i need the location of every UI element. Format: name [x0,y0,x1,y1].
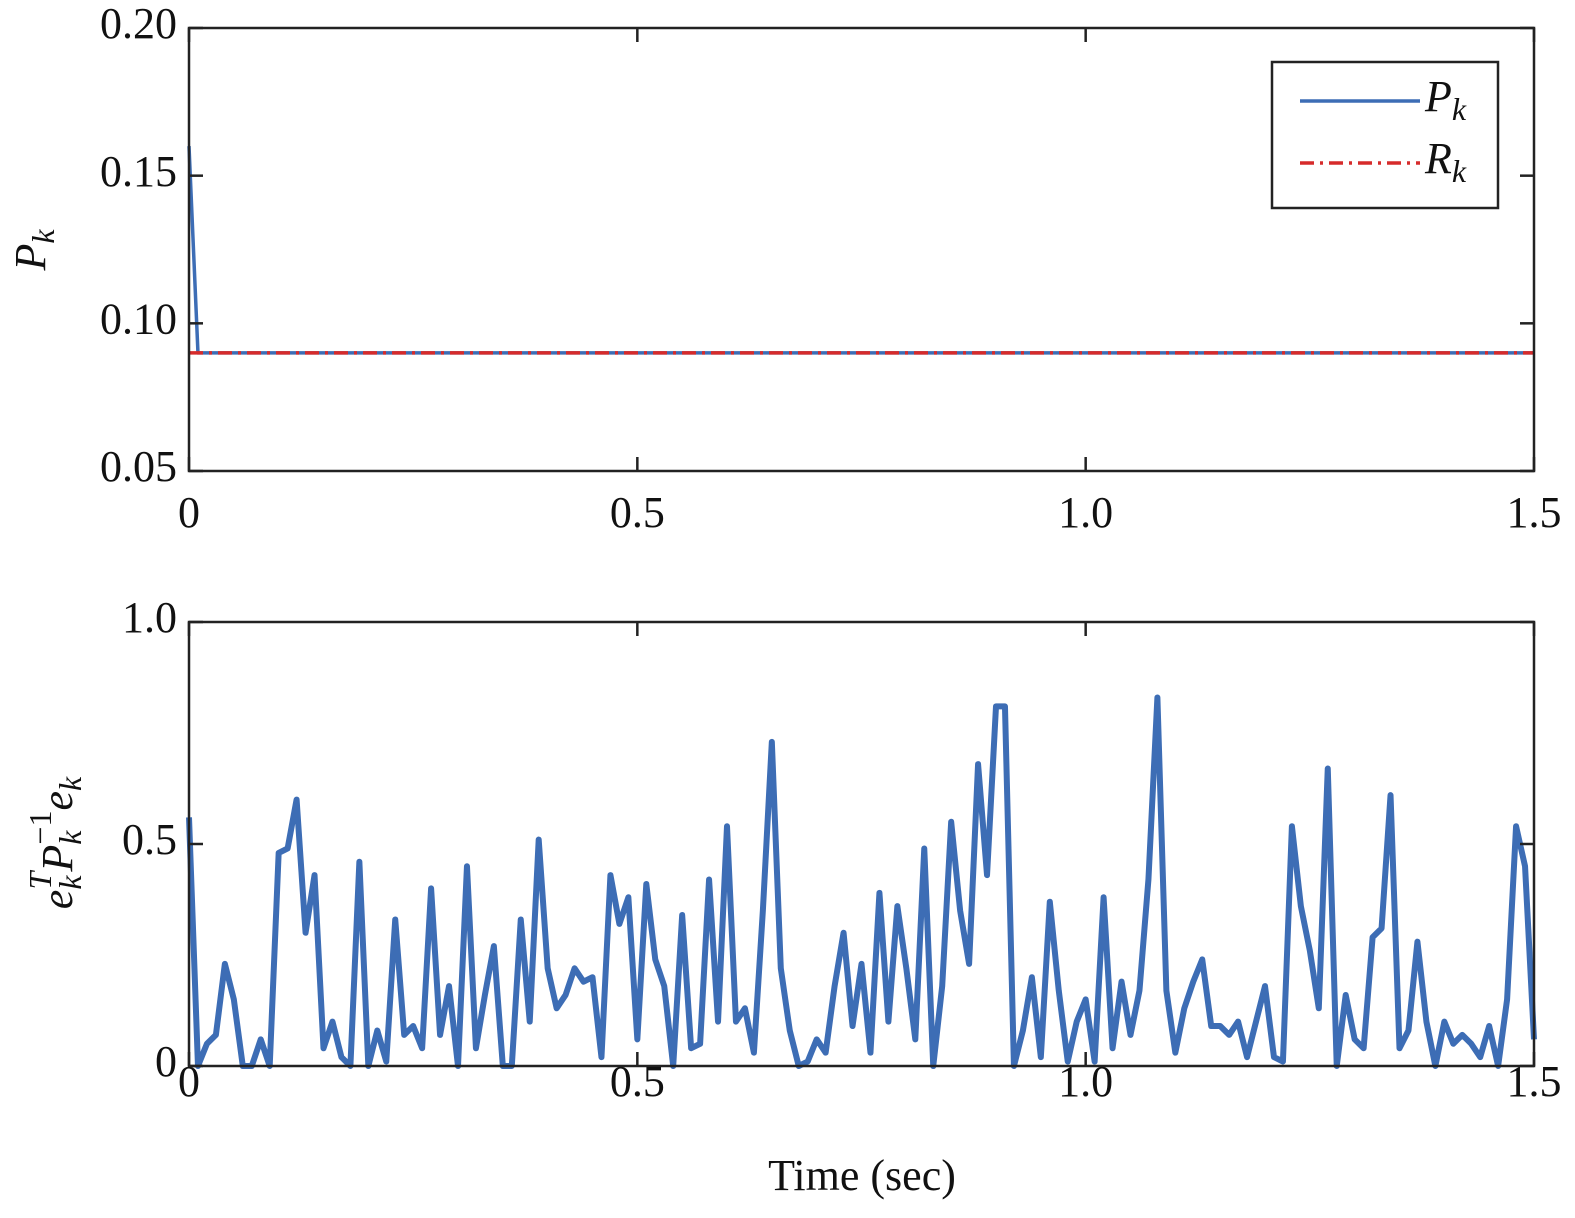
label-part: e [33,791,82,811]
x-tick-label: 1.5 [1507,488,1562,537]
y-axis-label: ekTPk−1ek [22,776,88,909]
label-part: R [1424,134,1452,183]
label-part: k [1452,91,1467,127]
x-tick-label: 0.5 [610,1057,665,1106]
label-part: −1 [22,811,58,845]
label-part: e [33,890,82,910]
x-tick-label: 1.0 [1058,1057,1113,1106]
plot-frame [187,26,1536,473]
x-tick-label: 0.5 [610,488,665,537]
label-part: k [52,830,88,845]
label-part: P [6,244,55,272]
y-tick-label: 0.20 [100,0,177,48]
label-part: P [1424,72,1452,121]
x-tick-label: 0 [178,488,200,537]
y-tick-label: 0.15 [100,147,177,196]
x-tick-label: 1.0 [1058,488,1113,537]
y-tick-label: 0.10 [100,294,177,343]
y-axis-label: Pk [6,229,61,272]
y-tick-label: 0.5 [122,815,177,864]
y-tick-label: 0.05 [100,442,177,491]
label-part: P [33,845,82,873]
label-part: k [1452,153,1467,189]
series-line [186,694,1537,1069]
y-tick-label: 1.0 [122,593,177,642]
x-tick-label: 0 [178,1057,200,1106]
legend-box [1270,60,1500,210]
x-axis-label: Time (sec) [768,1151,956,1200]
label-part: k [25,229,61,244]
legend-label: Rk [1424,134,1467,189]
x-tick-label: 1.5 [1507,1057,1562,1106]
label-part: k [52,875,88,890]
legend-label: Pk [1424,72,1467,127]
label-part: k [52,776,88,791]
label-part: T [22,869,58,889]
y-tick-label: 0 [155,1037,177,1086]
